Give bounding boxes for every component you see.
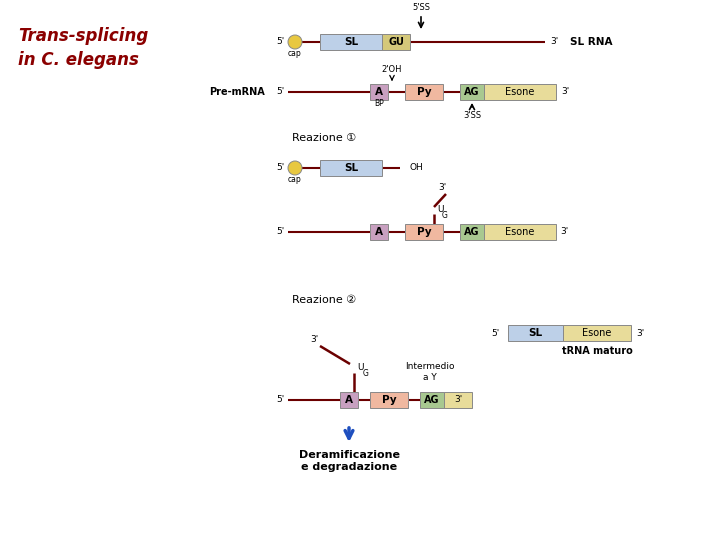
Text: BP: BP: [374, 98, 384, 107]
Text: G: G: [363, 368, 369, 377]
FancyBboxPatch shape: [484, 224, 556, 240]
Text: Reazione ②: Reazione ②: [292, 295, 356, 305]
FancyBboxPatch shape: [370, 84, 388, 100]
Text: A: A: [345, 395, 353, 405]
FancyBboxPatch shape: [444, 392, 472, 408]
Text: SL: SL: [528, 328, 543, 338]
Text: Py: Py: [382, 395, 396, 405]
Text: 3'SS: 3'SS: [463, 111, 481, 120]
FancyBboxPatch shape: [405, 84, 443, 100]
Text: tRNA maturo: tRNA maturo: [562, 346, 632, 356]
Text: 5': 5': [276, 227, 285, 237]
Text: 5': 5': [492, 328, 500, 338]
Text: 5': 5': [276, 87, 285, 97]
FancyBboxPatch shape: [405, 224, 443, 240]
Text: SL RNA: SL RNA: [570, 37, 613, 47]
Circle shape: [288, 35, 302, 49]
Text: 3': 3': [561, 87, 570, 97]
Text: Py: Py: [417, 87, 431, 97]
Text: Reazione ①: Reazione ①: [292, 133, 356, 143]
FancyBboxPatch shape: [370, 224, 388, 240]
Text: AG: AG: [424, 395, 440, 405]
Text: 3': 3': [560, 227, 568, 237]
FancyBboxPatch shape: [320, 34, 382, 50]
FancyBboxPatch shape: [382, 34, 410, 50]
Text: U: U: [437, 206, 444, 214]
Text: cap: cap: [288, 49, 302, 57]
Circle shape: [288, 161, 302, 175]
Text: Intermedio
a Y: Intermedio a Y: [405, 362, 455, 382]
Text: 5': 5': [276, 37, 285, 46]
Text: Trans-splicing
in C. elegans: Trans-splicing in C. elegans: [18, 27, 148, 69]
Text: GU: GU: [388, 37, 404, 47]
FancyBboxPatch shape: [460, 84, 484, 100]
Text: Py: Py: [417, 227, 431, 237]
Text: Deramificazione
e degradazione: Deramificazione e degradazione: [299, 450, 400, 471]
Text: 2'OH: 2'OH: [382, 65, 402, 75]
Text: Pre-mRNA: Pre-mRNA: [210, 87, 265, 97]
FancyBboxPatch shape: [370, 392, 408, 408]
Text: cap: cap: [288, 174, 302, 184]
Text: 3': 3': [310, 335, 318, 345]
Text: 3': 3': [550, 37, 558, 46]
Text: SL: SL: [344, 37, 358, 47]
FancyBboxPatch shape: [508, 325, 563, 341]
Text: Esone: Esone: [582, 328, 612, 338]
Text: U: U: [356, 363, 364, 373]
FancyBboxPatch shape: [420, 392, 444, 408]
Text: 3': 3': [454, 395, 462, 404]
Text: Esone: Esone: [505, 87, 535, 97]
Text: 3': 3': [438, 184, 446, 192]
FancyBboxPatch shape: [460, 224, 484, 240]
Text: 5': 5': [276, 395, 285, 404]
Text: 5': 5': [276, 164, 285, 172]
FancyBboxPatch shape: [563, 325, 631, 341]
Text: 3': 3': [636, 328, 644, 338]
Text: SL: SL: [344, 163, 358, 173]
Text: Esone: Esone: [505, 227, 535, 237]
Text: AG: AG: [464, 227, 480, 237]
FancyBboxPatch shape: [340, 392, 358, 408]
FancyBboxPatch shape: [320, 160, 382, 176]
Text: A: A: [375, 87, 383, 97]
Text: AG: AG: [464, 87, 480, 97]
Text: G: G: [442, 211, 448, 219]
Text: OH: OH: [410, 164, 424, 172]
Text: A: A: [375, 227, 383, 237]
Text: 5'SS: 5'SS: [412, 3, 430, 12]
FancyBboxPatch shape: [484, 84, 556, 100]
